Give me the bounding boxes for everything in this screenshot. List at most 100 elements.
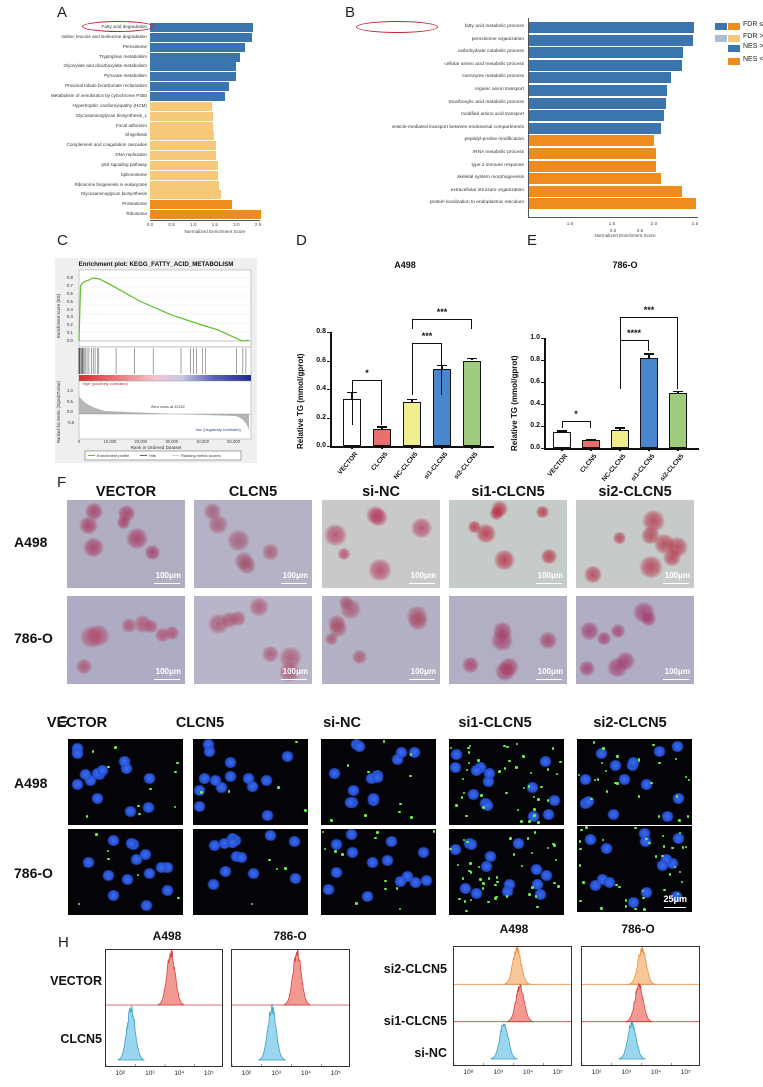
x-tick-label: 10³ [271,1070,281,1077]
lipid-droplet [173,805,177,809]
lipid-droplet [477,865,480,869]
lipid-droplet [533,814,536,817]
pathway-label: Tryptophan metabolism [99,53,147,59]
nucleus [207,839,221,851]
go-term-label: skeletal system morphogenesis [457,175,524,181]
pathway-label: Ribosome [126,211,147,217]
panel-a-labels: Fatty acid degradation Valine, leucine an… [0,20,147,220]
lipid-droplet [174,770,177,774]
bar-si1-clcn5 [433,369,451,446]
lipid-stained-cell [662,549,682,566]
lipid-droplet [341,853,344,856]
nucleus [281,751,295,763]
lipid-droplet [661,834,664,838]
x-tick-label: 10² [241,1070,252,1077]
error-cap [437,364,447,367]
lipid-droplet [487,877,491,880]
bar-nc-clcn5 [403,401,421,446]
lipid-droplet [528,820,531,823]
lipid-droplet [678,870,682,874]
lipid-droplet [136,873,140,877]
lipid-droplet [529,771,533,775]
scale-bar [409,582,435,584]
y-tick [541,404,544,406]
lipid-droplet [528,893,531,896]
gsea-metric-ylabel: Ranked list metric (Signal2Noise) [56,381,61,443]
x-tick-label: 2.0 [650,221,658,226]
es-y-tick: 0.7 [67,282,73,288]
nes-bar [528,198,696,210]
lipid-droplet [654,855,658,858]
x-tick-label: 0.5 [636,228,644,233]
lipid-droplet [149,787,152,791]
column-header: si2-CLCN5 [593,715,667,731]
nucleus [525,782,539,794]
go-term-label: vesicle-mediated transport between endos… [391,124,524,130]
lipid-droplet [678,819,681,822]
legend-swatch [728,35,740,42]
lipid-droplet [77,902,81,906]
rank-x-tick: 30,000 [165,439,179,444]
lipid-droplet [592,741,596,744]
lipid-droplet [399,802,402,806]
x-tick [590,448,592,451]
lipid-droplet [522,786,526,790]
scale-bar-label: 100μm [537,667,563,676]
nucleus [70,778,84,790]
nucleus [419,875,433,887]
histogram-svg [232,950,349,1066]
nucleus [288,873,302,885]
micrograph-786-o-si2-clcn5: 100μm [576,596,694,684]
nucleus [155,861,169,873]
nes-bar [150,101,212,111]
scale-bar-label: 100μm [410,667,436,676]
lipid-droplet [364,814,367,817]
legend-swatch [728,23,740,30]
nucleus [534,888,548,900]
lipid-droplet [432,830,436,833]
x-tick-label: 10⁴ [300,1070,311,1077]
lipid-droplet [503,744,506,747]
lipid-stained-cell [404,605,429,627]
x-tick [561,448,563,451]
sig-bracket [620,317,678,389]
nucleus [530,863,543,875]
lipid-droplet [674,757,678,761]
nucleus [548,795,562,807]
lipid-droplet [284,867,287,870]
nucleus [458,883,472,895]
lipid-droplet [398,907,402,911]
nucleus [246,868,260,880]
gsea-low-annotation: 'low' (negatively correlated) [195,428,241,432]
lipid-droplet [668,873,672,876]
x-tick-label: 0.5 [168,222,175,227]
nucleus [78,768,92,780]
nucleus [603,877,617,889]
nucleus [408,877,422,889]
nucleus [353,741,367,753]
lipid-droplet [590,797,593,801]
nucleus [626,756,640,768]
nucleus [539,755,553,767]
lipid-stained-cell [207,515,230,534]
nucleus [394,746,408,758]
sig-bracket [412,343,442,395]
scale-bar-label: 100μm [537,571,563,580]
nucleus [408,746,422,758]
panel-b-letter: B [345,4,356,21]
lipid-droplet [465,814,468,818]
nucleus [449,844,463,856]
lipid-droplet [304,809,307,812]
bar-si2-clcn5 [669,393,687,448]
lipid-droplet [602,747,605,750]
lipid-droplet [330,819,333,822]
x-tick [648,448,650,451]
nes-bar [150,52,240,62]
lipid-stained-cell [652,534,676,554]
lipid-droplet [614,781,617,785]
micrograph-786-o-clcn5: 100μm [194,596,312,684]
pathway-label: Valine, leucine and isoleucine degradati… [61,33,147,39]
lipid-stained-cell [278,646,304,669]
nes-bar [528,97,666,109]
scale-bar [664,906,686,908]
